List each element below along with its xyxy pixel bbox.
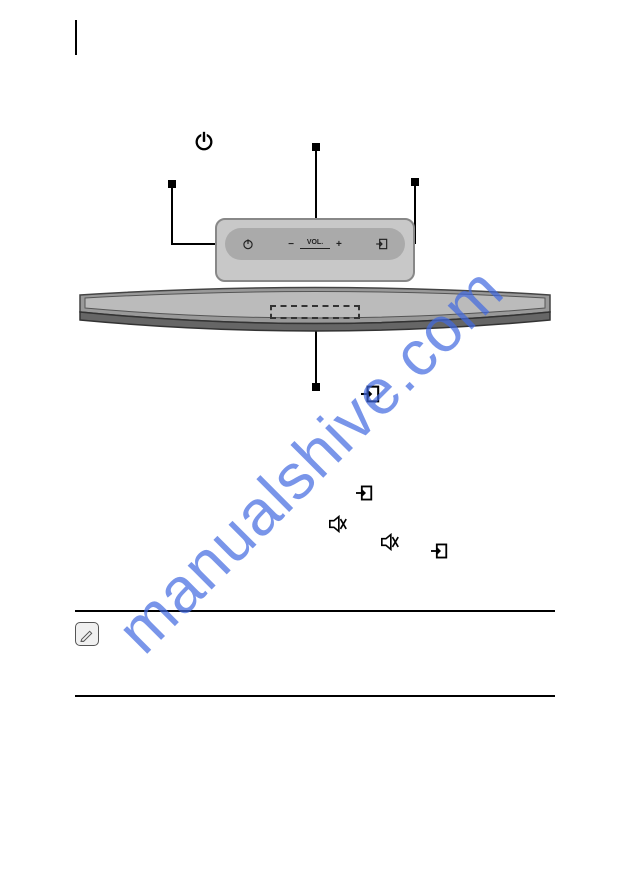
source-icon (360, 385, 380, 403)
soundbar-diagram: − VOL. + (75, 130, 555, 380)
volume-group: − VOL. + (288, 239, 342, 250)
vol-minus: − (288, 239, 294, 250)
power-icon (193, 130, 215, 152)
vol-line (300, 248, 330, 249)
callout-marker (312, 383, 320, 391)
source-icon (355, 485, 373, 501)
source-button-icon (375, 237, 389, 251)
page-margin-mark (75, 20, 77, 55)
control-panel: − VOL. + (215, 218, 415, 282)
panel-buttons: − VOL. + (225, 228, 405, 260)
callout-marker (411, 178, 419, 186)
power-button-icon (241, 237, 255, 251)
divider-line (75, 695, 555, 697)
display-area (270, 305, 360, 319)
divider-line (75, 610, 555, 612)
mute-icon (328, 515, 348, 533)
source-icon (430, 543, 448, 559)
vol-plus: + (336, 239, 342, 250)
mute-icon (380, 533, 400, 551)
vol-label: VOL. (307, 239, 323, 246)
callout-line (171, 184, 173, 244)
note-icon (75, 622, 99, 646)
callout-line (315, 147, 317, 222)
